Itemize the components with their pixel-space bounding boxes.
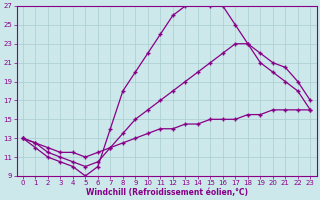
X-axis label: Windchill (Refroidissement éolien,°C): Windchill (Refroidissement éolien,°C) bbox=[85, 188, 248, 197]
